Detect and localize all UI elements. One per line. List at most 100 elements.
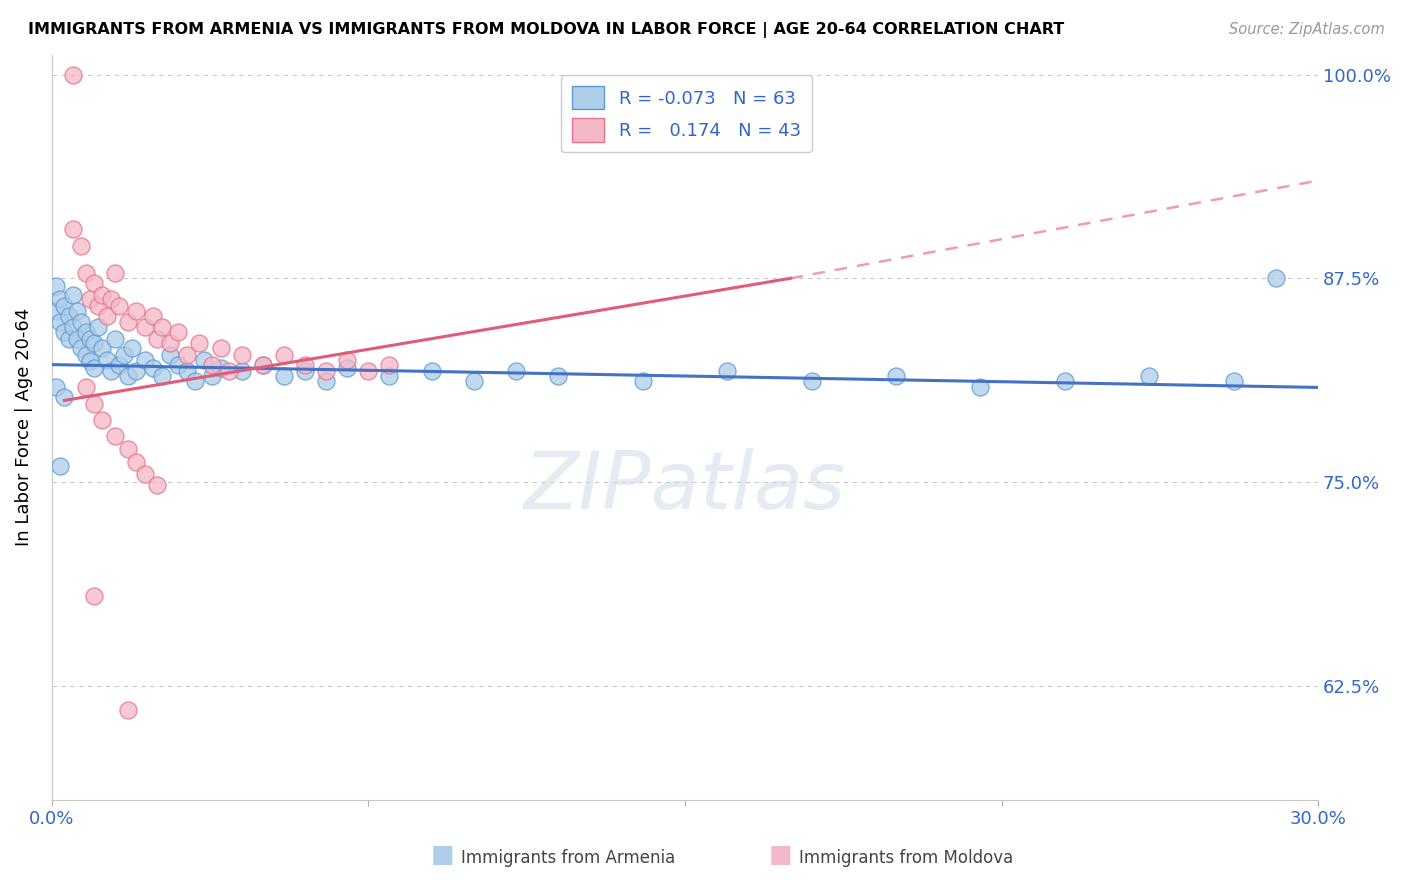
Point bbox=[70, 315, 93, 329]
Point bbox=[79, 332, 101, 346]
Point bbox=[83, 360, 105, 375]
Point bbox=[184, 374, 207, 388]
Point bbox=[357, 364, 380, 378]
Point bbox=[75, 267, 97, 281]
Point bbox=[134, 467, 156, 481]
Point bbox=[378, 369, 401, 384]
Point bbox=[201, 358, 224, 372]
Point bbox=[294, 358, 316, 372]
Point bbox=[58, 309, 80, 323]
Point bbox=[62, 320, 84, 334]
Point bbox=[336, 360, 359, 375]
Point bbox=[547, 369, 569, 384]
Point bbox=[117, 703, 139, 717]
Point bbox=[231, 348, 253, 362]
Point bbox=[66, 332, 89, 346]
Point bbox=[176, 364, 198, 378]
Point bbox=[188, 336, 211, 351]
Point bbox=[294, 364, 316, 378]
Point bbox=[108, 358, 131, 372]
Point bbox=[146, 332, 169, 346]
Point bbox=[142, 309, 165, 323]
Point bbox=[146, 478, 169, 492]
Point bbox=[117, 369, 139, 384]
Point bbox=[336, 352, 359, 367]
Point bbox=[1137, 369, 1160, 384]
Point bbox=[273, 369, 295, 384]
Y-axis label: In Labor Force | Age 20-64: In Labor Force | Age 20-64 bbox=[15, 309, 32, 547]
Point bbox=[49, 315, 72, 329]
Point bbox=[104, 429, 127, 443]
Point bbox=[96, 352, 118, 367]
Point bbox=[209, 342, 232, 356]
Text: Source: ZipAtlas.com: Source: ZipAtlas.com bbox=[1229, 22, 1385, 37]
Point bbox=[167, 325, 190, 339]
Point bbox=[104, 267, 127, 281]
Point bbox=[209, 360, 232, 375]
Point bbox=[108, 299, 131, 313]
Point bbox=[463, 374, 485, 388]
Text: IMMIGRANTS FROM ARMENIA VS IMMIGRANTS FROM MOLDOVA IN LABOR FORCE | AGE 20-64 CO: IMMIGRANTS FROM ARMENIA VS IMMIGRANTS FR… bbox=[28, 22, 1064, 38]
Point bbox=[70, 238, 93, 252]
Text: ■: ■ bbox=[769, 843, 792, 867]
Point bbox=[91, 413, 114, 427]
Point bbox=[45, 380, 67, 394]
Point bbox=[53, 299, 76, 313]
Point bbox=[91, 342, 114, 356]
Point bbox=[62, 287, 84, 301]
Point bbox=[83, 336, 105, 351]
Point bbox=[58, 332, 80, 346]
Point bbox=[378, 358, 401, 372]
Point bbox=[159, 348, 181, 362]
Point bbox=[83, 589, 105, 603]
Point bbox=[45, 304, 67, 318]
Point bbox=[969, 380, 991, 394]
Point bbox=[112, 348, 135, 362]
Point bbox=[75, 325, 97, 339]
Point bbox=[201, 369, 224, 384]
Point bbox=[75, 348, 97, 362]
Point bbox=[218, 364, 240, 378]
Point bbox=[631, 374, 654, 388]
Point bbox=[117, 442, 139, 457]
Point bbox=[79, 293, 101, 307]
Point bbox=[159, 336, 181, 351]
Point bbox=[62, 222, 84, 236]
Point bbox=[716, 364, 738, 378]
Point bbox=[70, 342, 93, 356]
Point bbox=[884, 369, 907, 384]
Point bbox=[1222, 374, 1244, 388]
Text: ZIPatlas: ZIPatlas bbox=[524, 448, 846, 526]
Point bbox=[420, 364, 443, 378]
Text: Immigrants from Moldova: Immigrants from Moldova bbox=[799, 849, 1012, 867]
Point bbox=[87, 320, 110, 334]
Text: ■: ■ bbox=[432, 843, 454, 867]
Point bbox=[91, 287, 114, 301]
Point bbox=[100, 364, 122, 378]
Point bbox=[252, 358, 274, 372]
Point bbox=[45, 279, 67, 293]
Point bbox=[125, 455, 148, 469]
Point bbox=[125, 364, 148, 378]
Point bbox=[53, 390, 76, 404]
Point bbox=[134, 352, 156, 367]
Point bbox=[176, 348, 198, 362]
Point bbox=[252, 358, 274, 372]
Point bbox=[62, 68, 84, 82]
Point bbox=[800, 374, 823, 388]
Point bbox=[505, 364, 527, 378]
Point bbox=[315, 364, 337, 378]
Text: Immigrants from Armenia: Immigrants from Armenia bbox=[461, 849, 675, 867]
Point bbox=[231, 364, 253, 378]
Point bbox=[53, 325, 76, 339]
Legend: R = -0.073   N = 63, R =   0.174   N = 43: R = -0.073 N = 63, R = 0.174 N = 43 bbox=[561, 75, 811, 153]
Point bbox=[315, 374, 337, 388]
Point bbox=[193, 352, 215, 367]
Point bbox=[1264, 271, 1286, 285]
Point bbox=[100, 293, 122, 307]
Point bbox=[66, 304, 89, 318]
Point bbox=[79, 354, 101, 368]
Point bbox=[75, 380, 97, 394]
Point bbox=[150, 369, 173, 384]
Point bbox=[134, 320, 156, 334]
